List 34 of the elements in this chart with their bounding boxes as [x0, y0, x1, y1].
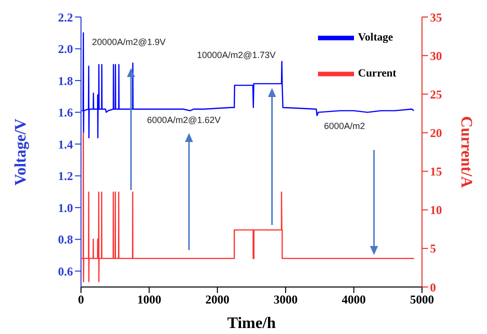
y-tick-label: 1.4 [58, 137, 73, 152]
y-axis-title: Voltage/V [12, 118, 30, 186]
y2-tick-label: 35 [430, 10, 442, 24]
x-tick-label: 1000 [137, 292, 162, 307]
x-tick-label: 4000 [342, 292, 366, 307]
y2-tick-label: 10 [430, 203, 442, 218]
x-tick-label: 2000 [205, 292, 230, 307]
y2-tick-label: 30 [430, 48, 442, 63]
x-axis-title: Time/h [227, 315, 276, 332]
annotation: 20000A/m2@1.9V [92, 37, 166, 47]
annotation: 10000A/m2@1.73V [197, 50, 276, 60]
line-series [81, 132, 415, 282]
y-tick-label: 0.6 [58, 264, 73, 278]
legend-label: Voltage [358, 32, 394, 44]
legend-label: Current [358, 68, 396, 80]
y2-tick-label: 20 [430, 126, 442, 140]
y2-axis-title: Current/A [457, 116, 474, 188]
x-tick-label: 3000 [274, 292, 298, 307]
x-tick-label: 0 [78, 292, 84, 307]
y-tick-label: 1.8 [58, 74, 73, 88]
y2-tick-label: 15 [430, 164, 442, 179]
annotation: 6000A/m2 [324, 121, 366, 131]
x-tick-label: 5000 [410, 292, 434, 307]
y-tick-label: 1.0 [58, 200, 73, 215]
annotation: 6000A/m2@1.62V [147, 115, 221, 125]
y-tick-label: 2.0 [58, 42, 73, 56]
y-tick-label: 1.6 [58, 106, 73, 120]
y-tick-label: 1.2 [58, 169, 73, 184]
y2-tick-label: 5 [430, 242, 436, 256]
y2-tick-label: 25 [430, 87, 442, 102]
line-series [81, 32, 414, 138]
y2-tick-label: 0 [430, 280, 436, 294]
y-tick-label: 0.8 [58, 232, 73, 247]
y-tick-label: 2.2 [58, 10, 73, 24]
